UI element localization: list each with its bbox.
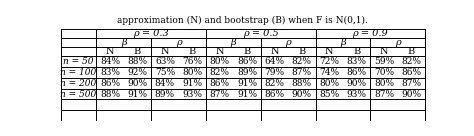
Text: 64%: 64% — [264, 57, 284, 66]
Text: 92%: 92% — [128, 68, 147, 77]
Text: B: B — [408, 47, 415, 56]
Text: N: N — [215, 47, 224, 56]
Text: ρ: ρ — [285, 38, 291, 47]
Text: 88%: 88% — [128, 57, 147, 66]
Text: 91%: 91% — [237, 90, 257, 99]
Text: 87%: 87% — [374, 90, 394, 99]
Text: approximation (N) and bootstrap (B) when F is N(0,1).: approximation (N) and bootstrap (B) when… — [118, 16, 368, 25]
Text: 93%: 93% — [346, 90, 366, 99]
Text: 59%: 59% — [374, 57, 394, 66]
Text: B: B — [353, 47, 360, 56]
Text: 86%: 86% — [401, 68, 421, 77]
Text: 90%: 90% — [346, 79, 367, 88]
Text: β: β — [340, 38, 346, 47]
Text: 87%: 87% — [292, 68, 312, 77]
Text: 83%: 83% — [100, 68, 120, 77]
Text: 91%: 91% — [237, 79, 257, 88]
Text: N: N — [106, 47, 114, 56]
Text: 80%: 80% — [182, 68, 202, 77]
Text: B: B — [244, 47, 251, 56]
Text: 83%: 83% — [346, 57, 366, 66]
Text: N: N — [325, 47, 333, 56]
Text: ρ = 0.5: ρ = 0.5 — [243, 29, 279, 38]
Text: n = 50: n = 50 — [64, 57, 94, 66]
Text: 74%: 74% — [319, 68, 339, 77]
Text: 84%: 84% — [155, 79, 175, 88]
Text: 80%: 80% — [319, 79, 339, 88]
Text: 70%: 70% — [374, 68, 394, 77]
Text: 72%: 72% — [319, 57, 339, 66]
Text: 87%: 87% — [401, 79, 421, 88]
Text: N: N — [380, 47, 388, 56]
Text: ρ: ρ — [395, 38, 401, 47]
Text: 88%: 88% — [100, 90, 120, 99]
Text: 82%: 82% — [210, 68, 230, 77]
Text: B: B — [134, 47, 141, 56]
Text: 80%: 80% — [374, 79, 394, 88]
Text: B: B — [189, 47, 196, 56]
Text: 75%: 75% — [155, 68, 175, 77]
Text: 82%: 82% — [401, 57, 421, 66]
Text: B: B — [298, 47, 305, 56]
Text: 90%: 90% — [128, 79, 147, 88]
Text: 86%: 86% — [346, 68, 367, 77]
Text: 87%: 87% — [210, 90, 230, 99]
Text: 88%: 88% — [292, 79, 312, 88]
Text: 63%: 63% — [155, 57, 175, 66]
Text: n = 200: n = 200 — [61, 79, 97, 88]
Text: 79%: 79% — [264, 68, 284, 77]
Text: 91%: 91% — [182, 79, 202, 88]
Text: 84%: 84% — [100, 57, 120, 66]
Text: 82%: 82% — [264, 79, 284, 88]
Text: β: β — [121, 38, 127, 47]
Text: ρ: ρ — [176, 38, 182, 47]
Text: 86%: 86% — [237, 57, 257, 66]
Text: β: β — [230, 38, 236, 47]
Text: 85%: 85% — [319, 90, 339, 99]
Text: ρ = 0.9: ρ = 0.9 — [352, 29, 388, 38]
Text: N: N — [270, 47, 279, 56]
Text: 86%: 86% — [100, 79, 120, 88]
Text: 82%: 82% — [292, 57, 312, 66]
Text: n = 100: n = 100 — [61, 68, 97, 77]
Text: 86%: 86% — [264, 90, 284, 99]
Text: n = 500: n = 500 — [61, 90, 97, 99]
Text: 86%: 86% — [210, 79, 230, 88]
Text: 76%: 76% — [182, 57, 202, 66]
Text: 80%: 80% — [210, 57, 230, 66]
Text: ρ = 0.3: ρ = 0.3 — [133, 29, 169, 38]
Text: 89%: 89% — [155, 90, 175, 99]
Text: 90%: 90% — [401, 90, 421, 99]
Text: 93%: 93% — [182, 90, 202, 99]
Text: 90%: 90% — [292, 90, 312, 99]
Text: 91%: 91% — [128, 90, 147, 99]
Text: 89%: 89% — [237, 68, 257, 77]
Text: N: N — [161, 47, 169, 56]
